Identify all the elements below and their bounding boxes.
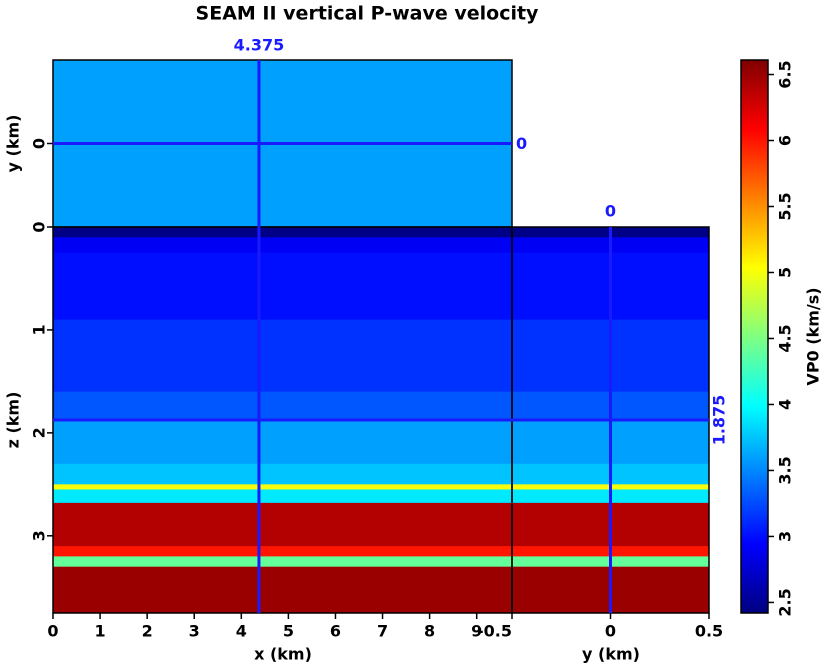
slice-label-z: 1.875 <box>710 395 729 446</box>
z-tick-label: 0 <box>30 221 49 232</box>
colorbar-label: VP0 (km/s) <box>804 287 823 385</box>
x-tick-label: 6 <box>330 622 341 641</box>
slice-label-y: 0 <box>605 202 616 221</box>
z-tick-label: 2 <box>30 427 49 438</box>
top-y-tick-label: 0 <box>30 138 49 149</box>
y-axis-label: y (km) <box>582 645 640 664</box>
colorbar-tick-label: 6 <box>776 135 795 146</box>
front-layer <box>53 502 512 547</box>
y-tick-label: 0 <box>605 622 616 641</box>
front-layer <box>53 237 512 254</box>
front-layer <box>53 566 512 614</box>
front-layer <box>53 319 512 393</box>
colorbar-tick-label: 3 <box>776 531 795 542</box>
front-layer <box>53 546 512 557</box>
front-layer <box>53 489 512 504</box>
colorbar-tick-label: 5.5 <box>776 192 795 220</box>
x-tick-label: 8 <box>424 622 435 641</box>
x-tick-label: 5 <box>283 622 294 641</box>
z-tick-label: 1 <box>30 324 49 335</box>
colorbar-tick-label: 4 <box>776 399 795 410</box>
y-tick-label: 0.5 <box>695 622 723 641</box>
x-tick-label: 2 <box>142 622 153 641</box>
slice-label-y: 0 <box>516 134 527 153</box>
colorbar-tick-label: 6.5 <box>776 60 795 88</box>
x-tick-label: 7 <box>377 622 388 641</box>
front-layer <box>53 227 512 238</box>
colorbar-tick-label: 4.5 <box>776 324 795 352</box>
x-tick-label: 1 <box>95 622 106 641</box>
front-layer <box>53 420 512 465</box>
chart-title: SEAM II vertical P-wave velocity <box>196 3 540 25</box>
z-axis-label: z (km) <box>4 392 23 449</box>
front-layer <box>53 556 512 568</box>
x-tick-label: 3 <box>189 622 200 641</box>
colorbar <box>740 59 769 614</box>
front-layer <box>53 252 512 321</box>
front-layer <box>53 484 512 490</box>
colorbar-tick-label: 5 <box>776 267 795 278</box>
x-axis-label: x (km) <box>254 645 312 664</box>
front-layer <box>53 463 512 485</box>
colorbar-tick-label: 3.5 <box>776 456 795 484</box>
front-layer <box>53 391 512 421</box>
colorbar-tick-label: 2.5 <box>776 588 795 616</box>
y-tick-label: -0.5 <box>477 622 512 641</box>
y-axis-label: y (km) <box>4 115 23 173</box>
x-tick-label: 0 <box>47 622 58 641</box>
z-tick-label: 3 <box>30 530 49 541</box>
x-tick-label: 9 <box>471 622 482 641</box>
x-tick-label: 4 <box>236 622 247 641</box>
slice-label-x: 4.375 <box>234 36 285 55</box>
